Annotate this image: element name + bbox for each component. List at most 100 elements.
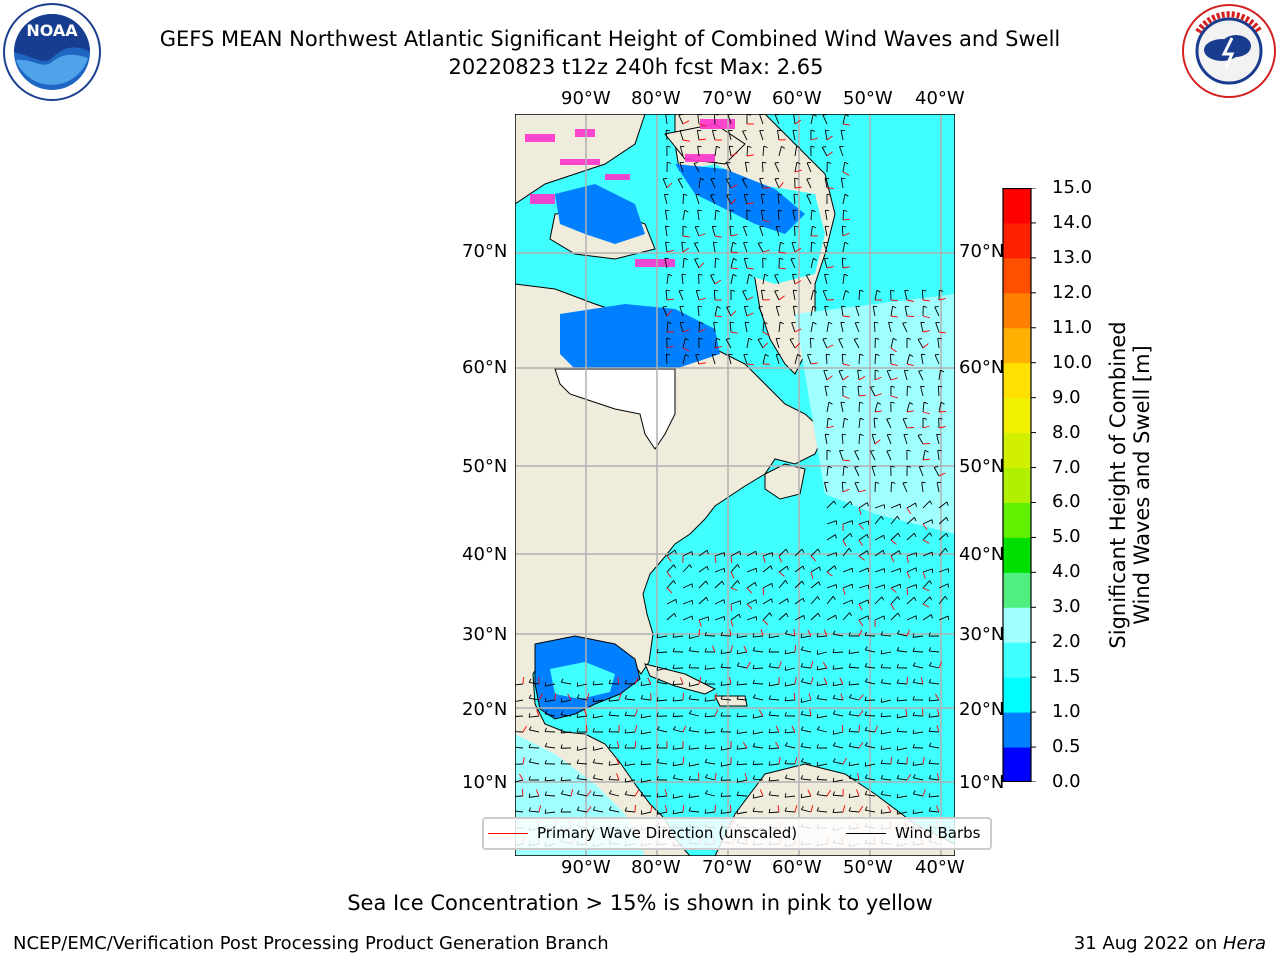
- wind-barb-flag: [835, 615, 837, 620]
- wave-direction-arrow: [842, 375, 849, 381]
- wind-barb: [897, 795, 908, 799]
- wind-barb: [874, 584, 885, 589]
- wind-barb-flag: [810, 129, 815, 132]
- wind-barb-flag: [705, 580, 709, 585]
- wind-barb-flag: [848, 727, 851, 732]
- wave-direction-arrow: [730, 331, 738, 334]
- wind-barb: [742, 130, 748, 141]
- wind-barb-flag: [736, 681, 739, 686]
- wind-barb: [871, 434, 876, 445]
- wind-barb: [673, 729, 684, 733]
- wind-barb: [906, 584, 917, 589]
- wind-barb: [682, 583, 693, 589]
- wind-barb: [824, 130, 828, 141]
- wind-barb: [826, 418, 829, 429]
- wave-direction-arrow: [842, 315, 851, 318]
- wind-barb-flag: [745, 321, 750, 324]
- wind-barb-flag: [944, 595, 948, 600]
- wind-barb: [880, 762, 892, 765]
- wave-direction-arrow: [938, 426, 946, 429]
- wind-barb-flag: [877, 401, 882, 405]
- wind-barb: [890, 503, 901, 509]
- wave-direction-arrow: [778, 182, 784, 189]
- wind-barb-flag: [742, 178, 747, 180]
- wind-barb: [833, 667, 844, 670]
- wind-barb: [698, 549, 708, 557]
- wave-direction-arrow: [698, 362, 706, 365]
- wind-barb-flag: [656, 775, 659, 781]
- wave-direction-arrow: [938, 661, 943, 669]
- wind-barb-flag: [784, 711, 787, 717]
- wind-barb-flag: [698, 337, 703, 340]
- wind-barb: [662, 306, 668, 317]
- wind-barb: [890, 567, 901, 573]
- wave-direction-arrow: [711, 645, 716, 653]
- wave-direction-arrow: [538, 805, 542, 813]
- wind-barb: [760, 210, 764, 221]
- wind-barb-flag: [720, 663, 723, 668]
- wind-barb-flag: [896, 713, 899, 718]
- wind-barb: [515, 746, 524, 749]
- wave-direction-arrow: [666, 182, 673, 189]
- wind-barb: [710, 178, 716, 189]
- colorbar-frame: [1002, 188, 1032, 782]
- wind-barb: [833, 745, 844, 749]
- wind-barb-flag: [768, 776, 771, 782]
- wind-barb-flag: [758, 242, 763, 244]
- wind-barb-flag: [576, 759, 580, 764]
- wind-barb: [561, 793, 572, 797]
- wind-barb-flag: [921, 353, 926, 356]
- wind-barb-flag: [896, 759, 900, 764]
- wind-barb-flag: [912, 774, 916, 779]
- wind-barb-flag: [816, 632, 819, 638]
- wind-barb: [784, 699, 796, 702]
- wind-barb: [752, 778, 764, 781]
- wind-barb: [545, 811, 556, 814]
- wind-barb: [775, 354, 780, 365]
- wave-direction-arrow: [874, 439, 881, 445]
- wind-barb-flag: [859, 289, 864, 293]
- wind-barb-flag: [832, 742, 836, 746]
- wind-barb: [682, 599, 693, 605]
- colorbar-tick-label: 1.5: [1052, 666, 1081, 688]
- wind-barb: [810, 581, 820, 589]
- wind-barb-flag: [864, 662, 868, 667]
- wave-direction-arrow: [778, 757, 781, 765]
- wind-barb: [757, 339, 764, 349]
- wind-barb-flag: [544, 742, 548, 747]
- wind-barb-flag: [560, 790, 564, 795]
- wind-barb-flag: [777, 129, 782, 132]
- wave-direction-arrow: [936, 805, 940, 813]
- wind-barb-flag: [848, 742, 852, 747]
- wind-barb-flag: [768, 761, 771, 766]
- wave-direction-arrow: [906, 587, 909, 596]
- wave-direction-arrow: [906, 426, 915, 429]
- wind-barb-flag: [688, 695, 692, 700]
- wind-barb: [577, 793, 588, 797]
- wind-barb: [561, 699, 572, 703]
- wind-barb: [560, 779, 572, 782]
- legend-label-wind: Wind Barbs: [895, 824, 981, 842]
- colorbar-tick-label: 14.0: [1052, 211, 1093, 233]
- wind-barb-flag: [624, 807, 628, 812]
- wind-barb: [873, 418, 876, 429]
- wave-direction-arrow: [730, 555, 733, 564]
- wind-barb-flag: [720, 681, 723, 686]
- wave-direction-arrow: [634, 741, 637, 749]
- wind-barb-flag: [797, 353, 802, 357]
- wind-barb-flag: [560, 808, 563, 813]
- wind-barb: [826, 402, 830, 413]
- wind-barb-flag: [842, 481, 847, 484]
- wind-barb-flag: [912, 809, 915, 814]
- wind-barb: [665, 129, 668, 141]
- wind-barb: [903, 370, 908, 381]
- wind-barb-flag: [608, 789, 612, 794]
- wave-direction-arrow: [906, 363, 914, 367]
- wind-barb-flag: [928, 793, 931, 798]
- wind-barb-flag: [608, 679, 611, 684]
- wind-barb: [906, 517, 915, 525]
- wind-barb: [897, 747, 908, 751]
- colorbar-segment: [1003, 747, 1031, 782]
- colorbar-segment: [1003, 572, 1031, 608]
- wind-barb: [769, 779, 780, 782]
